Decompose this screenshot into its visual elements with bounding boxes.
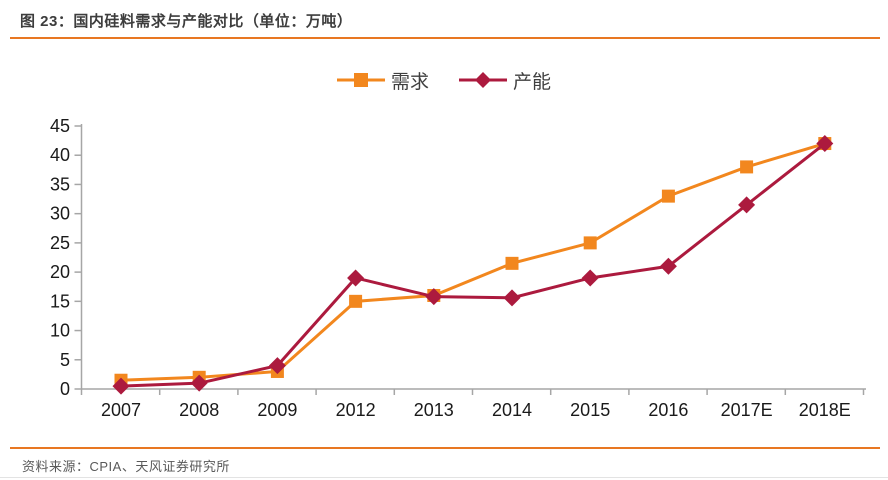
x-axis-tick-label: 2014 xyxy=(492,400,532,420)
chart-legend: 需求 产能 xyxy=(0,62,888,98)
demand-marker-icon xyxy=(336,73,385,87)
y-axis-tick-label: 30 xyxy=(50,204,70,224)
data-point-marker xyxy=(659,257,677,275)
page-title: 图 23：国内硅料需求与产能对比（单位：万吨） xyxy=(20,13,353,30)
y-axis-tick-label: 20 xyxy=(50,262,70,282)
y-axis-tick-label: 25 xyxy=(50,233,70,253)
data-point-marker xyxy=(190,374,208,392)
x-axis-tick-label: 2015 xyxy=(570,400,610,420)
x-axis-tick-label: 2007 xyxy=(101,400,141,420)
legend-item-demand: 需求 xyxy=(336,67,429,94)
footer-divider xyxy=(10,447,880,449)
data-point-marker xyxy=(738,196,756,214)
data-point-marker xyxy=(816,135,834,153)
y-axis-tick-label: 15 xyxy=(50,291,70,311)
data-point-marker xyxy=(425,288,443,306)
legend-label-demand: 需求 xyxy=(390,71,429,93)
series-line-需求 xyxy=(120,142,826,382)
legend-item-capacity: 产能 xyxy=(459,67,551,94)
x-axis-tick-label: 2018E xyxy=(799,400,851,420)
y-axis-tick-label: 35 xyxy=(50,174,70,194)
x-axis-tick-label: 2009 xyxy=(257,400,297,420)
x-axis-tick-label: 2016 xyxy=(648,400,688,420)
data-point-marker xyxy=(583,236,597,250)
data-point-marker xyxy=(661,189,675,203)
data-point-marker xyxy=(268,357,286,375)
title-divider xyxy=(10,37,880,39)
data-point-marker xyxy=(347,269,365,287)
chart-canvas: 0 5 10 15 20 25 30 35 40 45 2007 2008 2009 2012 2013 20… xyxy=(50,116,866,420)
y-axis-tick-label: 45 xyxy=(50,116,70,136)
x-axis-tick-label: 2008 xyxy=(179,400,219,420)
line-chart: 0 5 10 15 20 25 30 35 40 45 2007 2008 2009 2012 2013 20… xyxy=(0,100,888,435)
data-point-marker xyxy=(581,269,599,287)
capacity-marker-icon xyxy=(459,72,507,88)
data-point-marker xyxy=(349,294,363,308)
data-point-marker xyxy=(505,256,519,270)
x-axis-tick-label: 2012 xyxy=(336,400,376,420)
data-point-marker xyxy=(112,377,130,395)
y-axis-tick-label: 0 xyxy=(60,379,70,399)
x-axis-tick-label: 2017E xyxy=(721,400,773,420)
x-axis-tick-label: 2013 xyxy=(414,400,454,420)
data-point-marker xyxy=(740,160,754,174)
y-axis-tick-label: 40 xyxy=(50,145,70,165)
data-point-marker xyxy=(503,289,521,307)
legend-label-capacity: 产能 xyxy=(513,71,552,93)
bottom-border xyxy=(0,477,888,478)
y-axis-tick-label: 5 xyxy=(60,350,70,370)
series-line-产能 xyxy=(120,142,826,388)
source-note: 资料来源：CPIA、天风证券研究所 xyxy=(22,459,230,474)
y-axis-tick-label: 10 xyxy=(50,321,70,341)
